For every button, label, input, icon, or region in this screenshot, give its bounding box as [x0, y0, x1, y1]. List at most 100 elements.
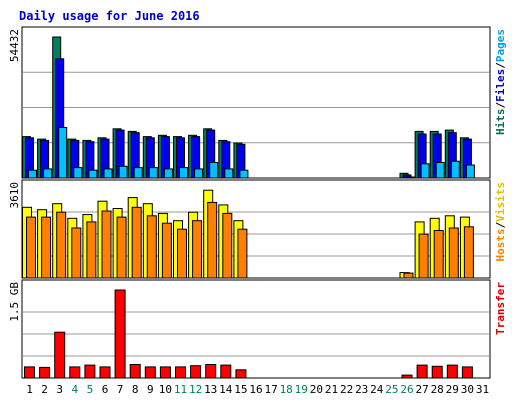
bar-visits-hosts-hosts-day-30: [463, 226, 474, 279]
side-label-visits-hosts: Hosts/Visits: [494, 182, 507, 262]
side-label-part-hits-files-pages-0: Hits: [494, 109, 507, 136]
x-tick-label-day-20: 20: [310, 383, 323, 396]
bar-transfer-transfer-day-1: [24, 366, 35, 379]
bar-hits-files-pages-pages-day-15: [239, 169, 249, 179]
side-label-hits-files-pages: Hits/Files/Pages: [494, 29, 507, 135]
bar-hits-files-pages-pages-day-6: [103, 168, 113, 179]
bar-hits-files-pages-pages-day-26: [405, 176, 415, 179]
x-tick-label-day-10: 10: [159, 383, 172, 396]
x-tick-label-day-31: 31: [476, 383, 489, 396]
bar-hits-files-pages-pages-day-13: [209, 162, 219, 179]
bar-transfer-transfer-day-4: [69, 366, 81, 379]
bar-transfer-transfer-day-5: [84, 364, 96, 379]
bar-hits-files-pages-pages-day-11: [179, 167, 188, 179]
side-label-part-visits-hosts-1: /: [494, 221, 507, 228]
side-label-part-hits-files-pages-2: Files: [494, 69, 507, 102]
x-tick-label-day-24: 24: [370, 383, 384, 396]
bar-visits-hosts-hosts-day-11: [177, 228, 187, 279]
bar-hits-files-pages-pages-day-27: [420, 163, 430, 179]
bar-visits-hosts-hosts-day-3: [56, 211, 67, 279]
bar-visits-hosts-hosts-day-13: [207, 201, 218, 279]
side-label-part-hits-files-pages-1: /: [494, 102, 507, 109]
side-label-part-hits-files-pages-4: Pages: [494, 29, 507, 62]
side-label-part-visits-hosts-0: Hosts: [494, 228, 507, 261]
x-tick-label-day-29: 29: [446, 383, 459, 396]
bar-hits-files-pages-pages-day-30: [465, 164, 475, 179]
y-max-label-visits-hosts: 3610: [8, 182, 21, 209]
bar-visits-hosts-hosts-day-26: [403, 272, 414, 279]
bar-transfer-transfer-day-3: [54, 331, 66, 379]
x-tick-label-day-23: 23: [355, 383, 368, 396]
bar-transfer-transfer-day-10: [159, 366, 171, 379]
bar-transfer-transfer-day-6: [99, 366, 111, 379]
bar-visits-hosts-hosts-day-6: [101, 210, 112, 279]
bar-transfer-transfer-day-14: [220, 364, 232, 379]
x-tick-label-day-26: 26: [400, 383, 413, 396]
bar-visits-hosts-hosts-day-10: [161, 222, 172, 279]
x-tick-label-day-28: 28: [431, 383, 444, 396]
x-tick-label-day-17: 17: [264, 383, 277, 396]
panel-frame-transfer: [21, 279, 491, 379]
x-tick-label-day-8: 8: [132, 383, 139, 396]
x-tick-label-day-22: 22: [340, 383, 353, 396]
bar-transfer-transfer-day-2: [39, 366, 51, 379]
chart-title: Daily usage for June 2016: [19, 9, 200, 23]
bar-visits-hosts-hosts-day-1: [26, 216, 36, 279]
bar-visits-hosts-hosts-day-9: [146, 215, 157, 279]
x-tick-label-day-4: 4: [71, 383, 78, 396]
x-tick-label-day-2: 2: [41, 383, 48, 396]
bar-transfer-transfer-day-29: [446, 364, 458, 379]
bar-visits-hosts-hosts-day-4: [71, 227, 82, 279]
x-tick-label-day-5: 5: [87, 383, 94, 396]
bar-hits-files-pages-pages-day-4: [73, 167, 83, 179]
x-tick-label-day-15: 15: [234, 383, 247, 396]
x-tick-label-day-30: 30: [461, 383, 474, 396]
bar-transfer-transfer-day-9: [144, 366, 156, 379]
x-tick-label-day-13: 13: [204, 383, 217, 396]
bar-transfer-transfer-day-28: [431, 365, 443, 379]
bar-hits-files-pages-pages-day-10: [163, 168, 173, 179]
bar-visits-hosts-hosts-day-28: [433, 230, 444, 279]
y-max-label-hits-files-pages: 54432: [8, 29, 21, 62]
bar-hits-files-pages-pages-day-14: [224, 168, 234, 179]
x-tick-label-day-3: 3: [56, 383, 63, 396]
x-tick-label-day-14: 14: [219, 383, 233, 396]
bar-visits-hosts-hosts-day-27: [418, 233, 429, 279]
bar-hits-files-pages-pages-day-28: [435, 162, 445, 179]
bar-hits-files-pages-pages-day-5: [88, 169, 98, 179]
bar-visits-hosts-hosts-day-29: [448, 227, 459, 279]
bar-hits-files-pages-pages-day-8: [133, 167, 143, 179]
bar-transfer-transfer-day-8: [129, 364, 141, 379]
y-max-label-transfer: 1.5 GB: [8, 282, 21, 322]
x-tick-label-day-6: 6: [102, 383, 109, 396]
bar-visits-hosts-hosts-day-7: [116, 216, 127, 279]
bar-visits-hosts-hosts-day-15: [237, 228, 248, 279]
side-label-part-transfer-0: Transfer: [494, 282, 507, 335]
bar-visits-hosts-hosts-day-14: [222, 212, 233, 279]
x-tick-label-day-1: 1: [26, 383, 33, 396]
bar-transfer-transfer-day-12: [190, 365, 202, 379]
x-tick-label-day-11: 11: [174, 383, 187, 396]
bar-hits-files-pages-pages-day-12: [194, 168, 204, 179]
bar-transfer-transfer-day-26: [401, 374, 413, 379]
bar-transfer-transfer-day-27: [416, 364, 428, 379]
bar-hits-files-pages-pages-day-7: [118, 165, 128, 179]
bar-visits-hosts-hosts-day-2: [41, 216, 52, 279]
bar-hits-files-pages-pages-day-3: [58, 127, 68, 179]
bar-hits-files-pages-pages-day-29: [450, 160, 460, 179]
bar-hits-files-pages-pages-day-1: [28, 169, 37, 179]
bar-visits-hosts-hosts-day-12: [192, 220, 203, 279]
x-tick-label-day-16: 16: [249, 383, 262, 396]
x-tick-label-day-18: 18: [280, 383, 293, 396]
x-tick-label-day-21: 21: [325, 383, 338, 396]
x-tick-label-day-25: 25: [385, 383, 398, 396]
side-label-part-hits-files-pages-3: /: [494, 62, 507, 69]
x-tick-label-day-7: 7: [117, 383, 124, 396]
bar-transfer-transfer-day-30: [461, 366, 473, 379]
bar-visits-hosts-hosts-day-8: [131, 206, 142, 279]
bar-visits-hosts-hosts-day-5: [86, 221, 97, 279]
bar-hits-files-pages-pages-day-2: [43, 168, 53, 179]
bar-transfer-transfer-day-13: [205, 364, 217, 379]
